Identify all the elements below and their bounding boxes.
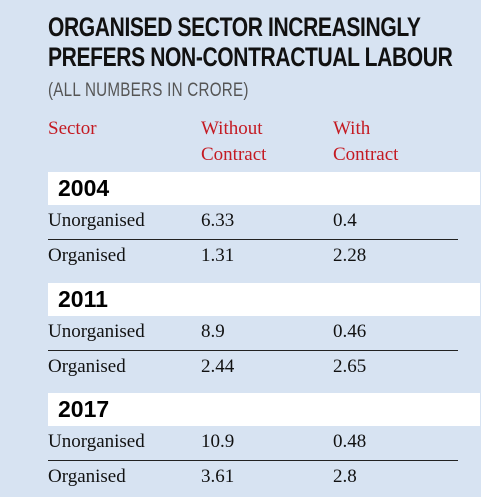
year-label: 2004 [58,175,110,201]
table-cell-with-contract: 0.48 [333,431,367,452]
title-line-1: ORGANISED SECTOR INCREASINGLY [48,12,421,42]
table-cell-without-contract: 3.61 [201,466,235,487]
row-divider [48,460,458,461]
chart-title: ORGANISED SECTOR INCREASINGLY PREFERS NO… [48,12,453,72]
column-header: Contract [333,144,399,165]
table-cell-without-contract: 8.9 [201,321,225,342]
table-cell-with-contract: 2.8 [333,466,357,487]
column-header: With [333,118,371,139]
year-label: 2011 [58,286,108,312]
chart-subtitle: (ALL NUMBERS IN CRORE) [48,80,249,101]
row-divider [48,239,458,240]
year-label: 2017 [58,396,110,422]
table-cell-sector: Unorganised [48,210,145,231]
year-band [48,393,480,426]
table-cell-sector: Organised [48,466,126,487]
table-cell-without-contract: 1.31 [201,245,235,266]
table-cell-with-contract: 0.46 [333,321,367,342]
table-cell-without-contract: 2.44 [201,356,235,377]
table-cell-without-contract: 10.9 [201,431,235,452]
year-band [48,283,480,316]
table-cell-sector: Organised [48,245,126,266]
table-cell-sector: Unorganised [48,431,145,452]
table-cell-with-contract: 2.28 [333,245,367,266]
column-header: Contract [201,144,267,165]
year-band [48,172,480,205]
table-cell-sector: Unorganised [48,321,145,342]
table-cell-with-contract: 0.4 [333,210,357,231]
column-header: Without [201,118,263,139]
row-divider [48,350,458,351]
table-cell-sector: Organised [48,356,126,377]
table-cell-with-contract: 2.65 [333,356,367,377]
column-header: Sector [48,118,97,139]
table-cell-without-contract: 6.33 [201,210,235,231]
title-line-2: PREFERS NON-CONTRACTUAL LABOUR [48,42,453,72]
